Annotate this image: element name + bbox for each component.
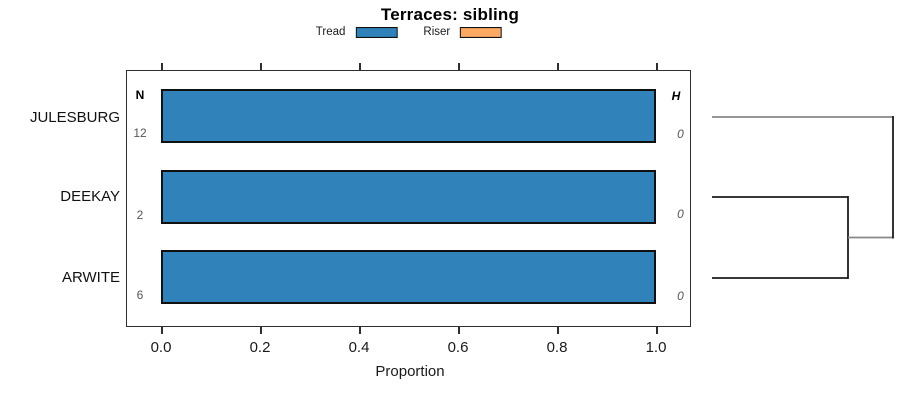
legend-swatch-tread-icon bbox=[355, 26, 398, 38]
category-label: DEEKAY bbox=[60, 188, 120, 205]
n-column-header: N bbox=[135, 88, 145, 102]
bar-deekay bbox=[161, 170, 656, 224]
x-axis-tick bbox=[458, 327, 460, 334]
category-label: JULESBURG bbox=[29, 109, 120, 126]
legend-item-tread: Tread bbox=[316, 26, 398, 38]
x-axis-title: Proportion bbox=[375, 363, 445, 380]
x-tick-label: 0.2 bbox=[249, 339, 271, 356]
legend-label-riser: Riser bbox=[423, 26, 451, 38]
legend-item-riser: Riser bbox=[423, 26, 503, 38]
x-axis-top-tick bbox=[557, 63, 559, 70]
legend: Tread Riser bbox=[316, 26, 503, 38]
dendrogram bbox=[712, 116, 894, 279]
h-value: 0 bbox=[677, 289, 684, 303]
x-tick-label: 0.6 bbox=[447, 339, 469, 356]
x-axis-tick bbox=[260, 327, 262, 334]
x-tick-label: 1.0 bbox=[645, 339, 667, 356]
n-value: 2 bbox=[136, 208, 144, 222]
legend-swatch-riser-icon bbox=[460, 26, 503, 38]
x-axis-top-tick bbox=[656, 63, 658, 70]
x-axis-top-tick bbox=[161, 63, 163, 70]
x-axis-tick bbox=[656, 327, 658, 334]
n-value: 6 bbox=[136, 288, 144, 302]
x-tick-label: 0.8 bbox=[546, 339, 568, 356]
h-column-header: H bbox=[671, 89, 681, 103]
chart-title: Terraces: sibling bbox=[380, 5, 520, 24]
x-tick-label: 0.4 bbox=[348, 339, 370, 356]
bar-arwite bbox=[161, 250, 656, 304]
plot-area bbox=[126, 70, 691, 327]
x-axis-tick bbox=[359, 327, 361, 334]
x-axis-tick bbox=[557, 327, 559, 334]
h-value: 0 bbox=[677, 127, 684, 141]
x-tick-label: 0.0 bbox=[150, 339, 172, 356]
h-value: 0 bbox=[677, 207, 684, 221]
bar-julesburg bbox=[161, 89, 656, 143]
category-label: ARWITE bbox=[61, 269, 120, 286]
x-axis-top-tick bbox=[359, 63, 361, 70]
x-axis-tick bbox=[161, 327, 163, 334]
n-value: 12 bbox=[133, 126, 147, 140]
legend-label-tread: Tread bbox=[315, 26, 346, 38]
x-axis-top-tick bbox=[458, 63, 460, 70]
x-axis-top-tick bbox=[260, 63, 262, 70]
